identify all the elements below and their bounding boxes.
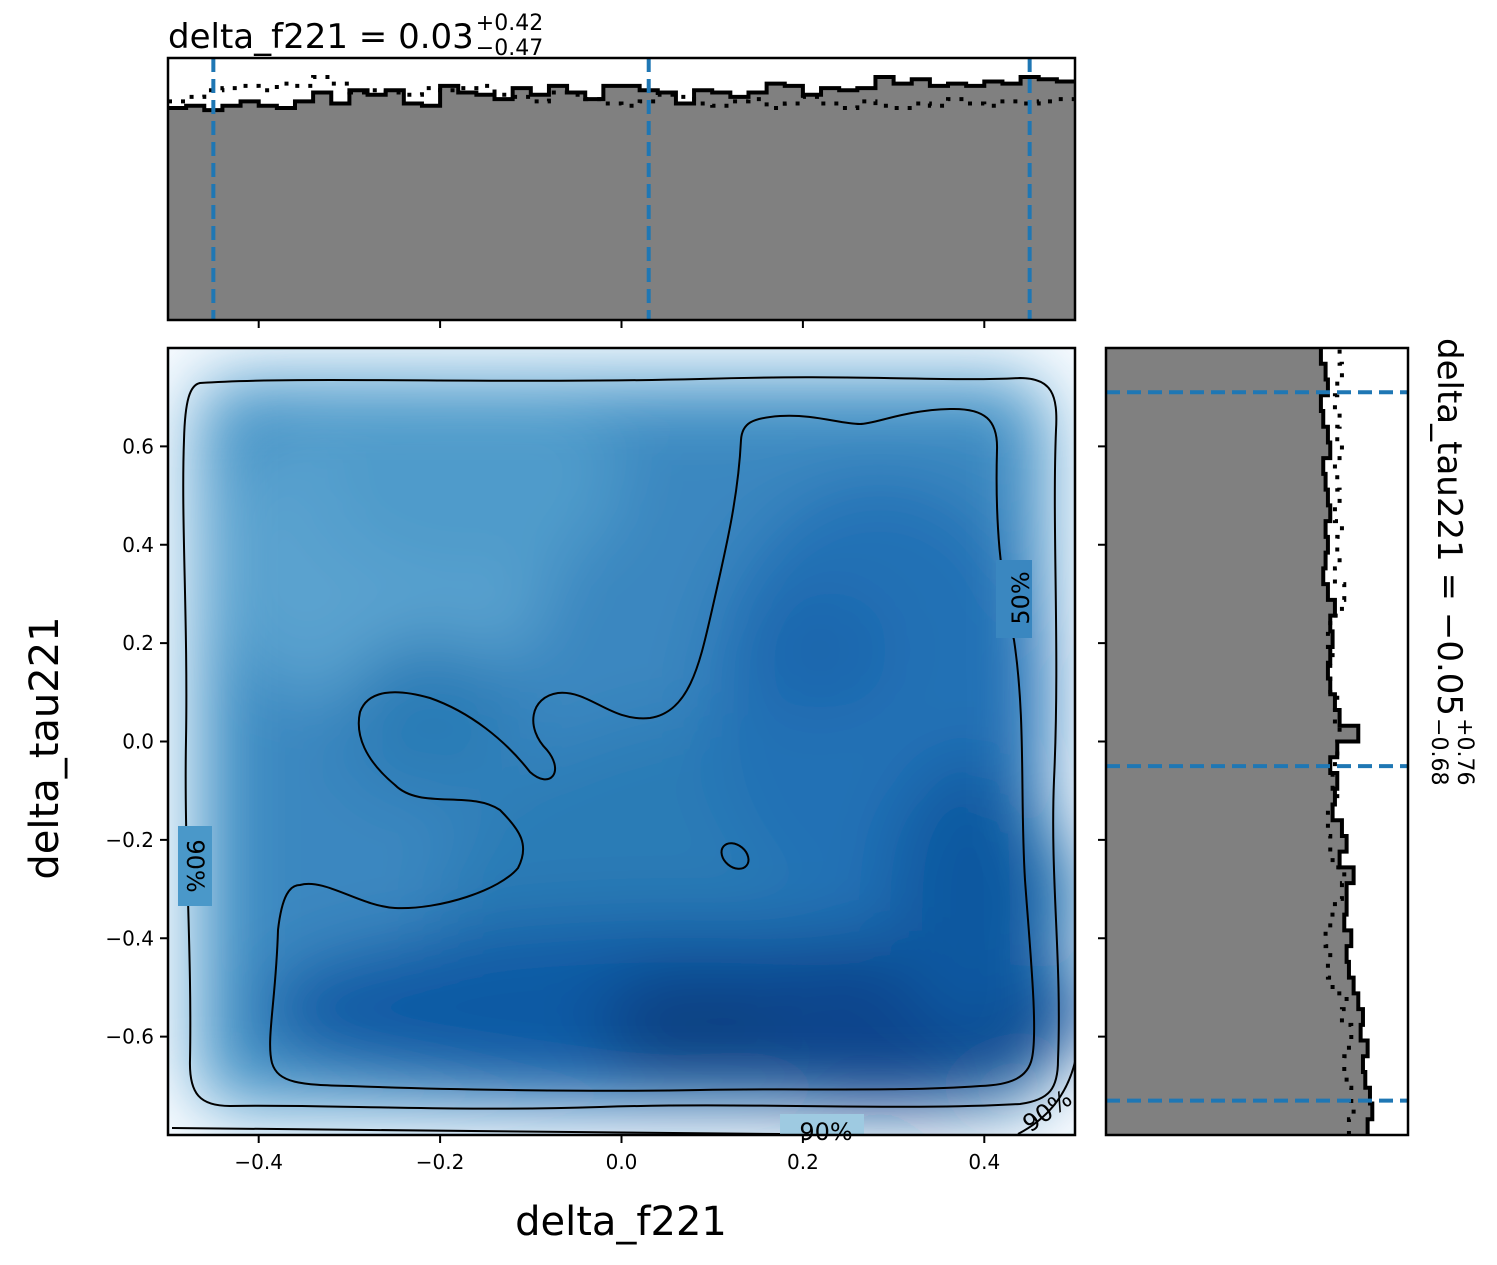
- joint-y-ticks: −0.6 −0.4 −0.2 0.0 0.2 0.4 0.6: [105, 434, 168, 1049]
- joint-panel: 50% 90% 90% 90% −0.4 −0.2 0.0 0.2 0.4 −0.6−0…: [22, 346, 1077, 1245]
- right-posterior-fill: [1106, 348, 1373, 1135]
- right-y-ticks: [1098, 445, 1106, 1038]
- contour-50-main: [269, 407, 1036, 1092]
- top-x-ticks: [257, 320, 986, 328]
- top-prior-outline: [168, 75, 1075, 110]
- right-prior-outline: [1323, 348, 1356, 1135]
- right-title-main: delta_tau221 = −0.05: [1429, 338, 1469, 716]
- right-title-superscript: +0.76: [1452, 718, 1477, 785]
- contour-label-90-bottom: 90%: [799, 1118, 852, 1146]
- y-axis-label: delta_tau221: [22, 616, 68, 879]
- top-marginal-panel: delta_f221 = 0.03 +0.42 −0.47: [166, 11, 1077, 328]
- contour-label-90-left: 90%: [181, 839, 209, 892]
- joint-x-tick-label-4: 0.4: [968, 1150, 1000, 1174]
- top-quantile-lines: [211, 58, 1032, 320]
- contour-90-corner: [1017, 1061, 1075, 1135]
- joint-y-tick-label-2: −0.2: [105, 828, 154, 852]
- joint-x-tick-label-1: −0.2: [416, 1150, 465, 1174]
- joint-y-tick-label-4: 0.2: [122, 631, 154, 655]
- contours: [171, 376, 1075, 1135]
- contour-90-outer: [182, 376, 1060, 1110]
- joint-y-tick-label-5: 0.4: [122, 533, 154, 557]
- top-posterior-fill: [168, 77, 1075, 320]
- joint-y-tick-label-3: 0.0: [122, 730, 154, 754]
- x-axis-label: delta_f221: [515, 1199, 727, 1245]
- contour-label-50: 50%: [1007, 571, 1035, 624]
- contour-50-small: [720, 842, 750, 870]
- top-title-superscript: +0.42: [476, 11, 543, 36]
- top-title-main: delta_f221 = 0.03: [168, 17, 474, 57]
- joint-x-tick-label-3: 0.2: [787, 1150, 819, 1174]
- top-title: delta_f221 = 0.03: [168, 17, 474, 57]
- joint-y-tick-label-0: −0.6: [105, 1025, 154, 1049]
- joint-x-tick-label-2: 0.0: [606, 1150, 638, 1174]
- right-side-title: delta_tau221 = −0.05 +0.76 −0.68: [1426, 338, 1477, 785]
- joint-y-tick-label-6: 0.6: [122, 434, 154, 458]
- top-posterior-outline: [168, 75, 1075, 113]
- right-title-subscript: −0.68: [1426, 718, 1451, 785]
- joint-x-tick-label-0: −0.4: [234, 1150, 283, 1174]
- right-posterior-outline: [1318, 348, 1375, 1135]
- right-marginal-panel: delta_tau221 = −0.05 +0.76 −0.68: [1098, 338, 1477, 1137]
- joint-x-ticks: −0.4 −0.2 0.0 0.2 0.4: [234, 1135, 1000, 1174]
- right-quantile-lines: [1106, 390, 1408, 1103]
- density-heatmap: [196, 378, 1075, 1110]
- joint-y-tick-label-1: −0.4: [105, 926, 154, 950]
- contour-90-lower-edge: [171, 1127, 781, 1135]
- top-title-subscript: −0.47: [476, 36, 543, 61]
